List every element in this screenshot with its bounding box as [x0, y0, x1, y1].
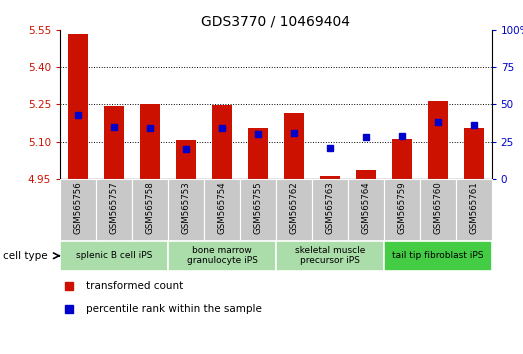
Bar: [212, 105, 232, 179]
Bar: [284, 113, 304, 179]
Bar: [276, 179, 312, 241]
Bar: [428, 101, 448, 179]
Text: GSM565764: GSM565764: [361, 181, 370, 234]
Bar: [384, 241, 492, 271]
Bar: [419, 179, 456, 241]
Text: splenic B cell iPS: splenic B cell iPS: [76, 251, 152, 260]
Bar: [140, 104, 160, 179]
Bar: [68, 34, 88, 179]
Bar: [176, 140, 196, 179]
Bar: [464, 128, 484, 179]
Text: GSM565756: GSM565756: [74, 181, 83, 234]
Bar: [356, 170, 376, 179]
Bar: [132, 179, 168, 241]
Text: GSM565754: GSM565754: [218, 181, 226, 234]
Text: percentile rank within the sample: percentile rank within the sample: [86, 304, 262, 314]
Bar: [276, 241, 384, 271]
Bar: [248, 128, 268, 179]
Text: cell type: cell type: [3, 251, 47, 261]
Text: GSM565755: GSM565755: [254, 181, 263, 234]
Bar: [392, 139, 412, 179]
Text: bone marrow
granulocyte iPS: bone marrow granulocyte iPS: [187, 246, 257, 266]
Bar: [168, 179, 204, 241]
Bar: [456, 179, 492, 241]
Bar: [60, 241, 168, 271]
Bar: [240, 179, 276, 241]
Bar: [204, 179, 240, 241]
Text: tail tip fibroblast iPS: tail tip fibroblast iPS: [392, 251, 483, 260]
Text: GSM565758: GSM565758: [145, 181, 154, 234]
Bar: [384, 179, 419, 241]
Text: GSM565763: GSM565763: [325, 181, 334, 234]
Bar: [96, 179, 132, 241]
Bar: [320, 176, 340, 179]
Bar: [60, 179, 96, 241]
Text: transformed count: transformed count: [86, 281, 183, 291]
Bar: [104, 105, 124, 179]
Text: skeletal muscle
precursor iPS: skeletal muscle precursor iPS: [294, 246, 365, 266]
Text: GSM565761: GSM565761: [469, 181, 478, 234]
Text: GSM565759: GSM565759: [397, 181, 406, 234]
Bar: [348, 179, 384, 241]
Text: GSM565762: GSM565762: [289, 181, 298, 234]
Text: GSM565753: GSM565753: [181, 181, 190, 234]
Bar: [312, 179, 348, 241]
Title: GDS3770 / 10469404: GDS3770 / 10469404: [201, 15, 350, 29]
Text: GSM565757: GSM565757: [110, 181, 119, 234]
Bar: [168, 241, 276, 271]
Text: GSM565760: GSM565760: [433, 181, 442, 234]
